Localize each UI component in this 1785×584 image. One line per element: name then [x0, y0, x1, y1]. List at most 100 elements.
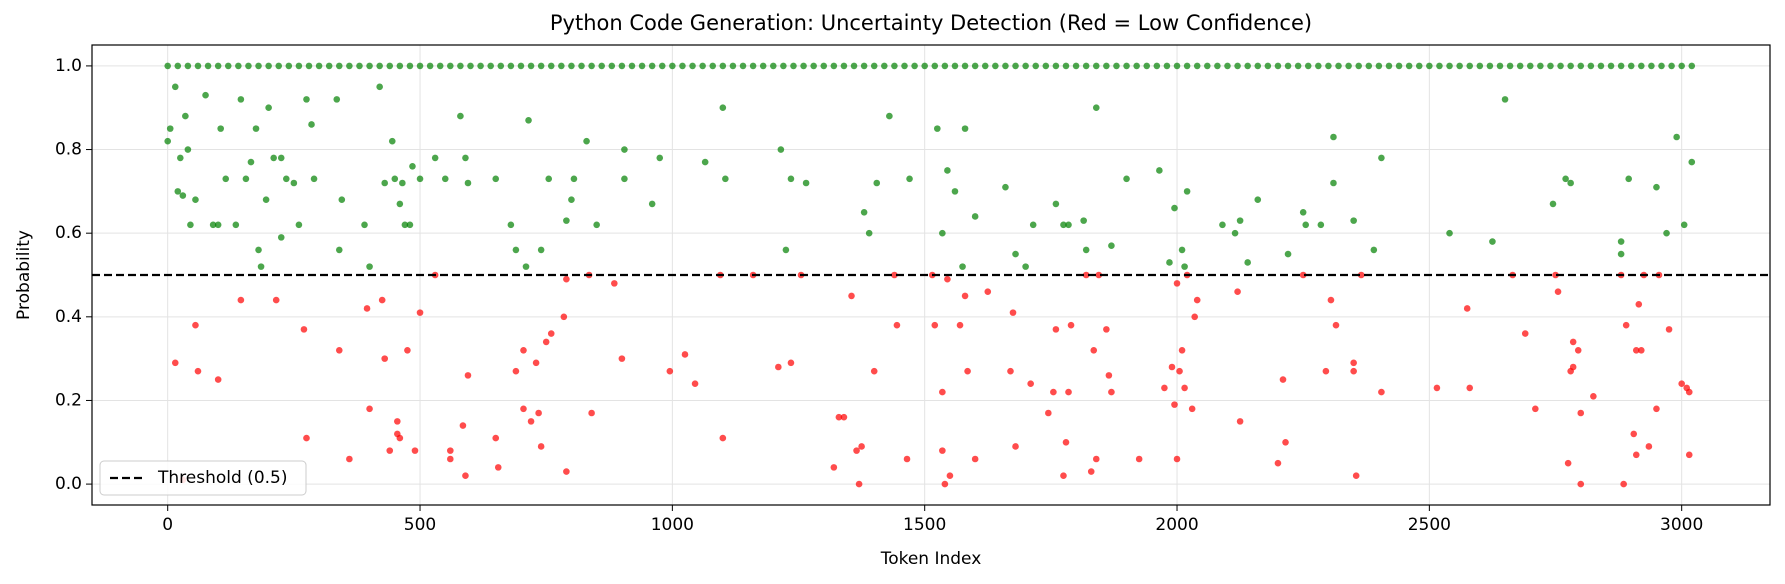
data-point	[187, 221, 194, 229]
data-point	[1620, 480, 1627, 488]
data-point	[865, 229, 873, 237]
data-point	[1103, 326, 1110, 333]
data-point	[568, 62, 575, 70]
data-point	[780, 62, 787, 70]
data-point	[346, 62, 353, 70]
data-point	[300, 326, 308, 333]
data-point	[1279, 376, 1287, 383]
data-point	[578, 62, 585, 70]
data-point	[946, 472, 954, 480]
data-point	[1007, 367, 1014, 375]
data-point	[265, 62, 272, 70]
data-point	[570, 175, 578, 183]
data-point	[1022, 263, 1029, 270]
data-point	[749, 62, 757, 70]
data-point	[1330, 133, 1337, 141]
data-point	[497, 62, 505, 70]
data-point	[277, 154, 285, 162]
data-point	[1113, 62, 1120, 70]
data-point	[855, 480, 863, 488]
data-point	[891, 271, 898, 279]
data-point	[944, 167, 951, 174]
data-point	[886, 112, 893, 120]
data-point	[459, 422, 467, 429]
y-tick-label: 0.4	[55, 307, 82, 327]
data-point	[777, 146, 785, 153]
data-point	[1052, 326, 1060, 333]
data-point	[386, 62, 394, 70]
data-point	[184, 146, 192, 153]
data-point	[984, 288, 992, 296]
data-point	[1171, 204, 1178, 212]
data-point	[1587, 62, 1595, 70]
data-point	[1156, 167, 1163, 174]
data-point	[1645, 443, 1653, 450]
data-point	[1617, 238, 1625, 245]
data-point	[658, 62, 666, 70]
data-point	[363, 305, 371, 312]
data-point	[214, 221, 222, 229]
data-point	[1673, 133, 1680, 141]
data-point	[1516, 62, 1524, 70]
data-point	[648, 200, 656, 208]
legend-label: Threshold (0.5)	[157, 468, 287, 488]
data-point	[507, 62, 515, 70]
data-point	[462, 154, 469, 162]
data-point	[858, 443, 865, 450]
data-point	[164, 62, 171, 70]
data-point	[951, 62, 959, 70]
data-point	[394, 418, 401, 425]
data-point	[275, 62, 283, 70]
x-tick-label: 1500	[903, 515, 946, 535]
data-point	[338, 196, 346, 204]
data-point	[790, 62, 797, 70]
data-point	[335, 246, 343, 254]
data-point	[992, 62, 999, 70]
data-point	[447, 62, 454, 70]
data-point	[588, 62, 595, 70]
data-point	[1294, 62, 1302, 70]
data-point	[669, 62, 676, 70]
data-point	[416, 309, 424, 316]
data-point	[870, 367, 878, 375]
data-point	[810, 62, 817, 70]
data-point	[1082, 271, 1090, 279]
data-point	[1082, 62, 1090, 70]
data-point	[1234, 62, 1241, 70]
data-point	[532, 359, 540, 367]
data-point	[396, 62, 404, 70]
data-point	[558, 62, 565, 70]
data-point	[290, 179, 298, 187]
data-point	[1299, 271, 1307, 279]
data-point	[903, 455, 911, 463]
data-point	[563, 275, 570, 283]
data-point	[1574, 346, 1582, 354]
data-point	[1486, 62, 1494, 70]
data-point	[171, 83, 179, 91]
data-point	[255, 62, 262, 70]
data-point	[1466, 384, 1474, 392]
data-point	[1244, 259, 1251, 266]
data-point	[1365, 62, 1373, 70]
data-point	[1153, 62, 1161, 70]
data-point	[1446, 62, 1453, 70]
data-point	[1625, 175, 1632, 183]
data-point	[522, 263, 530, 270]
data-point	[525, 116, 532, 124]
data-point	[848, 292, 855, 300]
data-point	[873, 179, 881, 187]
data-point	[775, 363, 782, 371]
data-point	[1133, 62, 1140, 70]
data-point	[1191, 313, 1198, 321]
data-point	[177, 154, 184, 162]
data-point	[1284, 250, 1292, 258]
data-point	[1426, 62, 1433, 70]
data-point	[971, 455, 979, 463]
data-point	[441, 175, 449, 183]
data-point	[1332, 321, 1340, 329]
data-point	[527, 418, 535, 425]
data-point	[265, 104, 272, 112]
data-point	[1638, 346, 1645, 354]
data-point	[1274, 459, 1282, 467]
data-point	[1009, 309, 1017, 316]
